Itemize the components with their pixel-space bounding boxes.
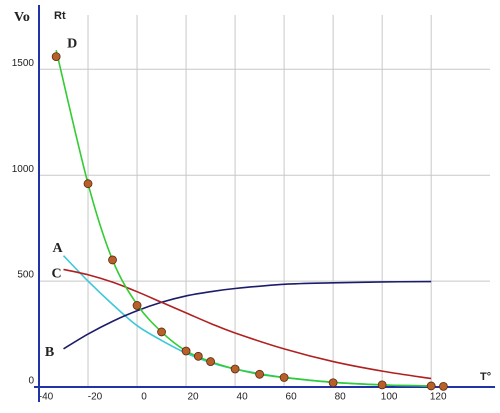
data-point (426, 381, 436, 391)
x-tick-label: 40 (237, 392, 249, 403)
data-point (279, 373, 289, 382)
data-point (132, 301, 142, 310)
curve (63, 280, 432, 350)
data-point (157, 327, 166, 337)
curve (62, 255, 432, 387)
y-axis-label: Vo (14, 10, 30, 25)
x-tick-label: 0 (141, 392, 147, 403)
y-tick-label: 1000 (12, 164, 35, 175)
x-tick-label: 80 (335, 392, 347, 403)
data-point (83, 179, 93, 189)
y-tick-label: 0 (28, 376, 34, 387)
x-tick-label: 20 (188, 392, 200, 403)
x-tick-label: -20 (88, 392, 103, 403)
data-point (439, 381, 448, 391)
y2-axis-label: Rt (54, 10, 66, 22)
x-tick-label: 60 (286, 392, 298, 403)
x-axis-label: T° (480, 371, 491, 383)
data-point (255, 369, 264, 379)
x-tick-label: 100 (381, 392, 398, 403)
curve-label: D (67, 36, 77, 51)
data-point (328, 378, 338, 388)
data-point (108, 255, 117, 265)
curve-label: B (45, 345, 54, 360)
curve (63, 268, 432, 380)
data-point (377, 380, 387, 390)
data-point (181, 346, 191, 356)
data-point (206, 357, 215, 366)
y-tick-label: 1500 (12, 58, 35, 69)
y-tick-label: 500 (17, 270, 34, 281)
data-point (193, 351, 203, 361)
curve-label: A (52, 241, 63, 256)
x-tick-label: 120 (430, 392, 447, 403)
data-point (51, 52, 61, 61)
curve-label: C (51, 267, 61, 282)
x-tick-label: -40 (39, 392, 54, 403)
data-point (230, 364, 240, 374)
